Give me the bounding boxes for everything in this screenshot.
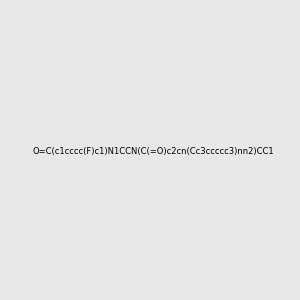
Text: O=C(c1cccc(F)c1)N1CCN(C(=O)c2cn(Cc3ccccc3)nn2)CC1: O=C(c1cccc(F)c1)N1CCN(C(=O)c2cn(Cc3ccccc… <box>33 147 274 156</box>
